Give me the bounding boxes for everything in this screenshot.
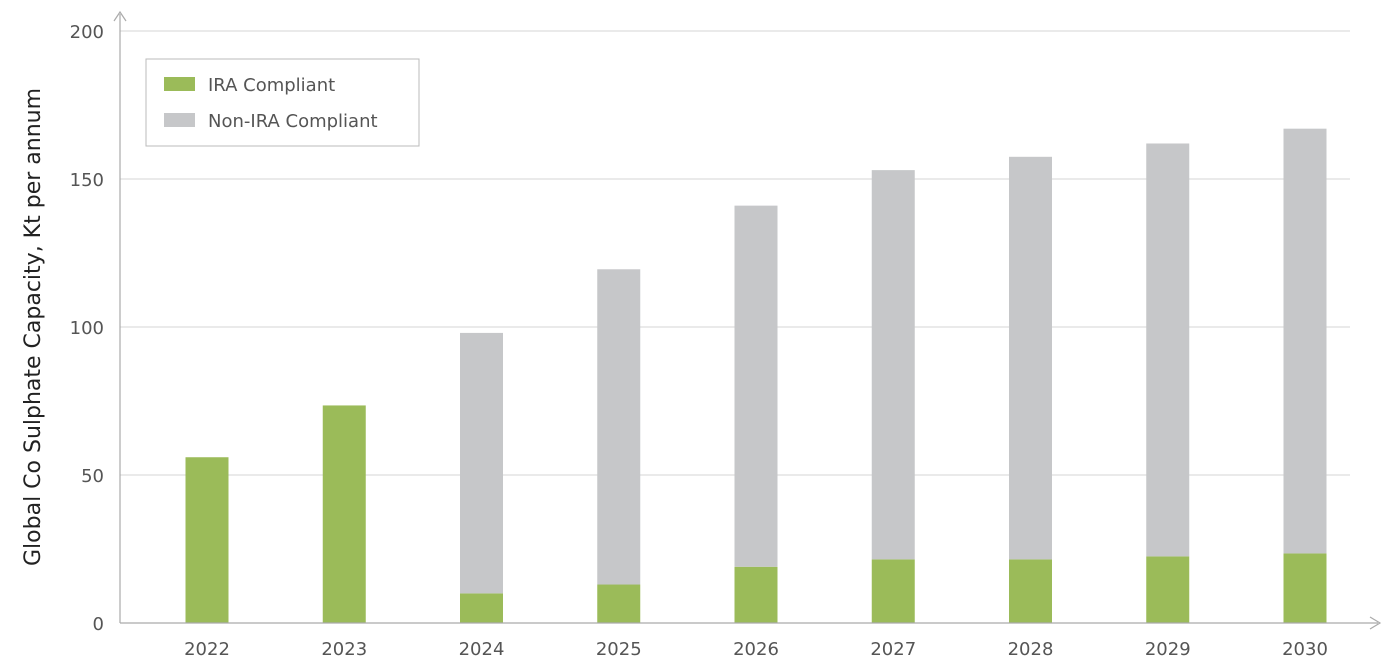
- bar-ira-compliant-2029: [1146, 556, 1190, 623]
- legend-box: [145, 58, 420, 147]
- y-axis-title: Global Co Sulphate Capacity, Kt per annu…: [21, 88, 46, 566]
- x-tick-label: 2028: [1008, 639, 1054, 660]
- x-tick-label: 2030: [1282, 639, 1328, 660]
- y-axis-arrow: [113, 10, 127, 22]
- y-tick-label: 150: [70, 170, 104, 191]
- x-tick-label: 2026: [733, 639, 779, 660]
- bar-ira-compliant-2023: [322, 405, 366, 623]
- bar-non-ira-compliant-2027: [871, 170, 915, 560]
- legend-label-ira-compliant: IRA Compliant: [208, 75, 335, 96]
- bar-ira-compliant-2024: [460, 593, 503, 623]
- y-tick-label: 100: [70, 318, 104, 339]
- bar-non-ira-compliant-2028: [1009, 156, 1052, 560]
- bar-ira-compliant-2022: [185, 457, 229, 623]
- bar-ira-compliant-2026: [734, 566, 778, 623]
- bar-ira-compliant-2030: [1283, 553, 1327, 623]
- x-tick-label: 2023: [321, 639, 367, 660]
- legend-label-non-ira-compliant: Non-IRA Compliant: [208, 111, 378, 132]
- x-axis-arrow: [1369, 616, 1382, 630]
- bar-non-ira-compliant-2026: [734, 205, 778, 567]
- x-tick-label: 2022: [184, 639, 230, 660]
- y-tick-labels: 0 50 100 150 200: [70, 22, 104, 635]
- y-tick-label: 0: [93, 614, 104, 635]
- x-tick-label: 2029: [1145, 639, 1191, 660]
- bar-non-ira-compliant-2025: [597, 269, 641, 585]
- x-tick-labels: 2022 2023 2024 2025 2026 2027 2028 2029 2030: [184, 639, 1328, 660]
- y-tick-label: 200: [70, 22, 104, 43]
- axes: [113, 10, 1382, 630]
- bar-non-ira-compliant-2030: [1283, 128, 1327, 554]
- bar-non-ira-compliant-2024: [460, 332, 503, 594]
- legend-swatch-ira-compliant: [164, 77, 195, 91]
- bar-ira-compliant-2028: [1009, 559, 1052, 623]
- bars: [185, 128, 1327, 623]
- x-tick-label: 2027: [870, 639, 916, 660]
- x-tick-label: 2025: [596, 639, 642, 660]
- y-tick-label: 50: [81, 466, 104, 487]
- bar-ira-compliant-2027: [871, 559, 915, 623]
- bar-ira-compliant-2025: [597, 584, 641, 623]
- x-tick-label: 2024: [459, 639, 505, 660]
- bar-non-ira-compliant-2029: [1146, 143, 1190, 557]
- legend-swatch-non-ira-compliant: [164, 113, 195, 127]
- legend: IRA Compliant Non-IRA Compliant: [145, 58, 420, 147]
